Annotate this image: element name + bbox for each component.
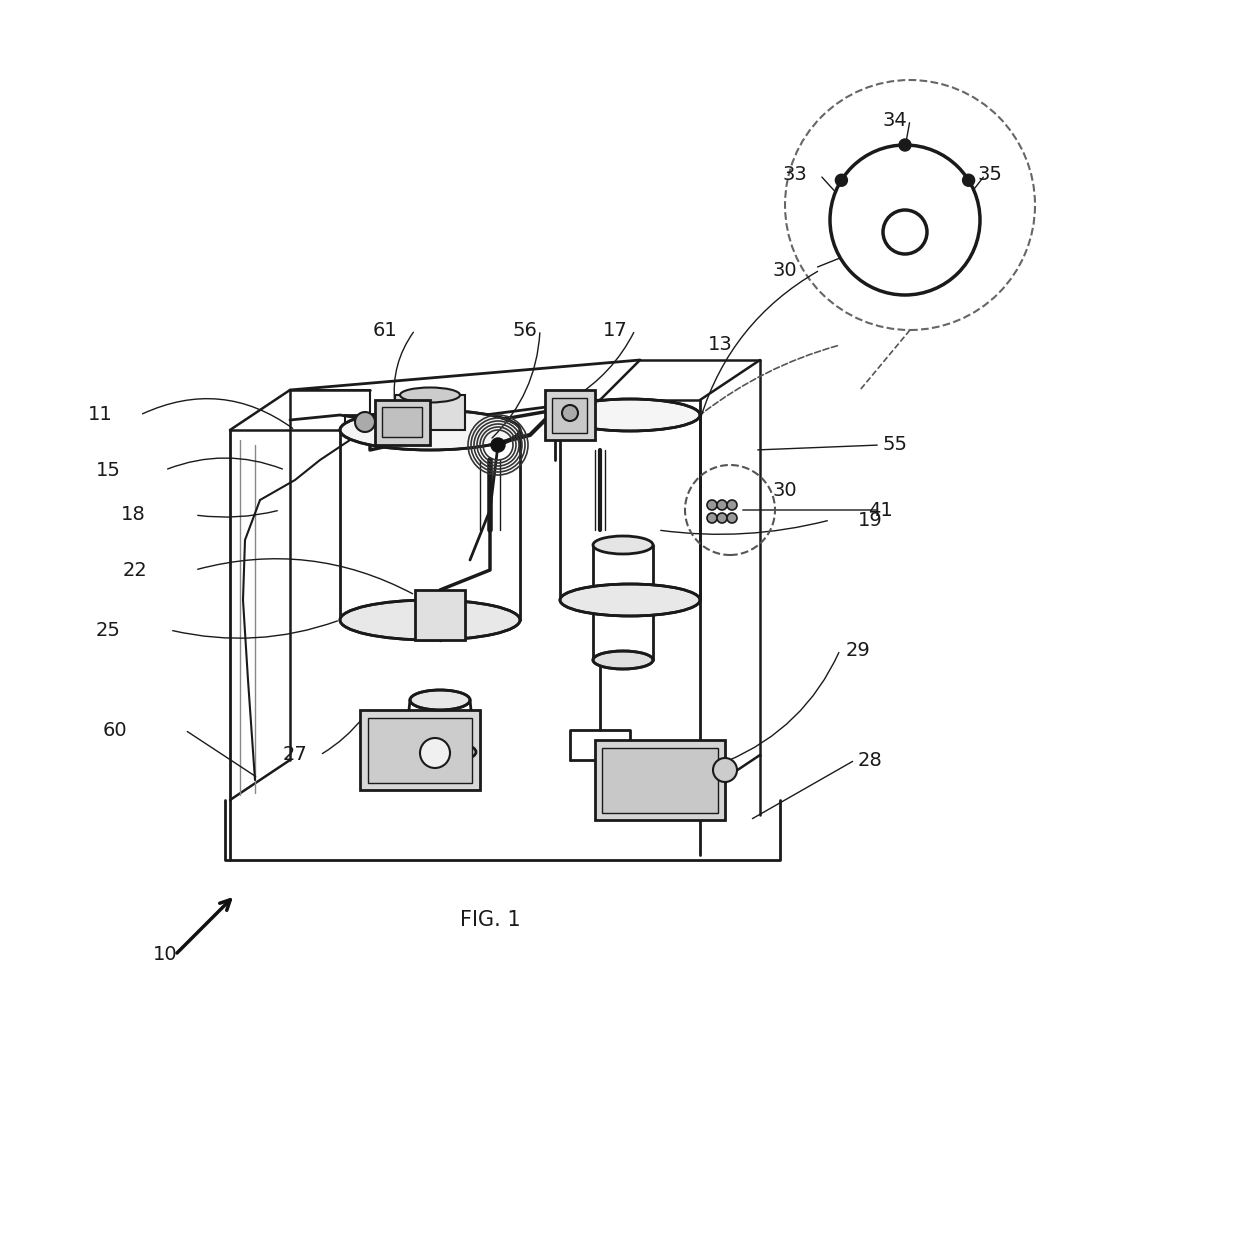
Text: 17: 17 — [603, 320, 627, 340]
Text: 29: 29 — [846, 640, 870, 660]
Bar — [595, 740, 725, 820]
Ellipse shape — [593, 537, 653, 554]
Text: 18: 18 — [120, 505, 145, 524]
Ellipse shape — [340, 600, 520, 640]
Ellipse shape — [340, 410, 520, 449]
Ellipse shape — [593, 651, 653, 669]
Circle shape — [830, 144, 980, 295]
Text: 28: 28 — [858, 751, 883, 769]
Text: 10: 10 — [153, 945, 177, 965]
Bar — [396, 395, 465, 430]
Text: 22: 22 — [123, 560, 148, 579]
Text: FIG. 1: FIG. 1 — [460, 910, 521, 930]
Text: 60: 60 — [103, 721, 128, 740]
Bar — [374, 400, 430, 444]
Circle shape — [727, 513, 737, 523]
Circle shape — [785, 80, 1035, 330]
Text: 33: 33 — [782, 166, 807, 184]
Bar — [546, 390, 595, 439]
Bar — [382, 407, 422, 437]
Circle shape — [717, 513, 727, 523]
Bar — [415, 590, 465, 640]
Text: 61: 61 — [373, 320, 397, 340]
Circle shape — [836, 174, 847, 187]
Text: 30: 30 — [773, 260, 797, 279]
Ellipse shape — [404, 741, 476, 763]
Text: 41: 41 — [868, 500, 893, 519]
Bar — [552, 398, 587, 433]
Ellipse shape — [410, 690, 470, 710]
Text: 56: 56 — [512, 320, 537, 340]
Circle shape — [713, 758, 737, 782]
Text: 30: 30 — [773, 481, 797, 499]
Text: 35: 35 — [977, 166, 1002, 184]
Circle shape — [562, 405, 578, 421]
Ellipse shape — [560, 584, 701, 616]
Circle shape — [491, 438, 505, 452]
Circle shape — [707, 500, 717, 510]
Text: 19: 19 — [858, 510, 883, 529]
Bar — [368, 718, 472, 783]
Circle shape — [717, 500, 727, 510]
Circle shape — [420, 738, 450, 768]
Text: 13: 13 — [708, 335, 733, 355]
Text: 55: 55 — [883, 436, 908, 454]
Circle shape — [962, 174, 975, 187]
Bar — [601, 748, 718, 813]
Text: 34: 34 — [883, 111, 908, 129]
Ellipse shape — [560, 398, 701, 431]
Text: 25: 25 — [95, 620, 120, 640]
Circle shape — [899, 139, 911, 151]
Bar — [360, 710, 480, 791]
Text: 15: 15 — [95, 461, 120, 479]
Ellipse shape — [401, 387, 460, 402]
Circle shape — [727, 500, 737, 510]
Circle shape — [707, 513, 717, 523]
Circle shape — [355, 412, 374, 432]
Text: 11: 11 — [88, 406, 113, 425]
Text: 27: 27 — [283, 746, 308, 764]
